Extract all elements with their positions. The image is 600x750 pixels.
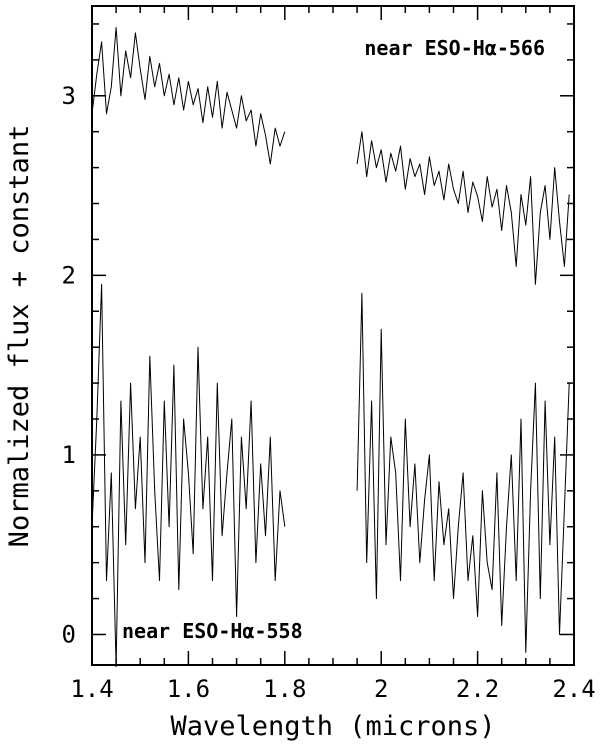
x-tick-label: 1.4 — [70, 675, 113, 703]
x-tick-label: 2 — [374, 675, 388, 703]
spectrum-lines — [91, 27, 570, 668]
x-tick-label: 2.2 — [456, 675, 499, 703]
annotation-eso-ha-558: near ESO-Hα-558 — [122, 619, 303, 643]
x-tick-label: 1.6 — [167, 675, 210, 703]
spectrum-series-2 — [356, 131, 570, 285]
spectrum-series-4 — [356, 292, 570, 653]
x-axis-label: Wavelength (microns) — [170, 711, 495, 742]
y-tick-label: 1 — [62, 441, 76, 469]
x-tick-label: 1.8 — [263, 675, 306, 703]
spectrum-series-1 — [91, 27, 286, 165]
axis-ticks — [91, 6, 575, 665]
spectrum-series-3 — [91, 283, 286, 668]
x-tick-labels: 1.4 1.6 1.8 2 2.2 2.4 — [70, 675, 595, 703]
y-tick-labels: 0 1 2 3 — [62, 82, 76, 649]
y-tick-label: 3 — [62, 82, 76, 110]
x-tick-label: 2.4 — [552, 675, 595, 703]
annotation-eso-ha-566: near ESO-Hα-566 — [364, 36, 545, 60]
plot-frame — [91, 5, 575, 666]
y-tick-label: 2 — [62, 261, 76, 289]
y-tick-label: 0 — [62, 620, 76, 648]
y-axis-label: Normalized flux + constant — [4, 125, 35, 548]
